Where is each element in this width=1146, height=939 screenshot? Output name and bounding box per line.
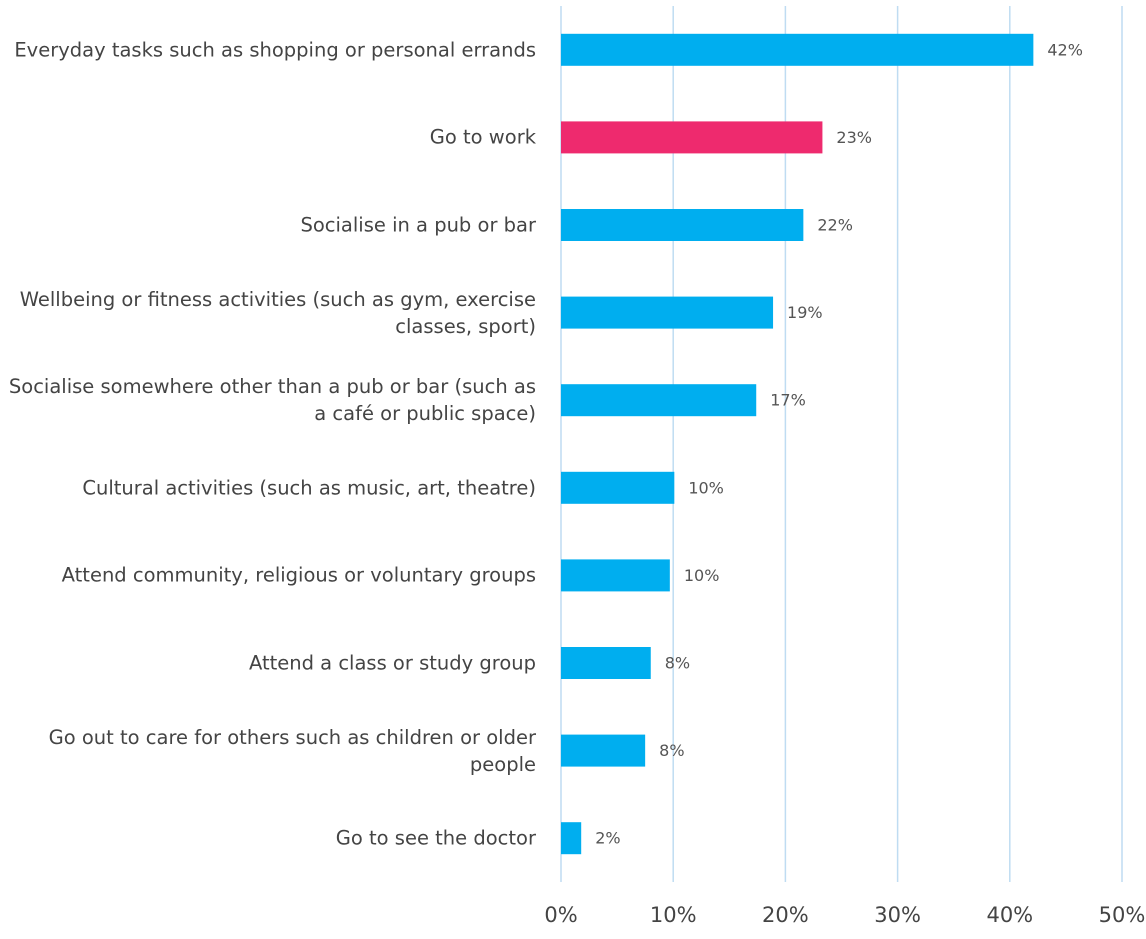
x-tick-label: 20% bbox=[762, 903, 809, 927]
x-tick-label: 10% bbox=[650, 903, 697, 927]
category-label: Socialise in a pub or bar bbox=[300, 213, 536, 237]
x-tick-label: 40% bbox=[986, 903, 1033, 927]
category-label: Go out to care for others such as childr… bbox=[48, 725, 536, 776]
bar bbox=[561, 121, 823, 154]
category-label: Everyday tasks such as shopping or perso… bbox=[14, 38, 536, 62]
category-label: Wellbeing or fitness activities (such as… bbox=[19, 287, 536, 338]
value-label: 17% bbox=[770, 391, 806, 410]
bar bbox=[561, 647, 651, 679]
bar bbox=[561, 822, 582, 855]
value-label: 8% bbox=[659, 741, 684, 760]
value-label: 42% bbox=[1047, 40, 1083, 59]
value-label: 8% bbox=[665, 654, 690, 673]
bar bbox=[561, 209, 804, 241]
bar bbox=[561, 734, 646, 767]
bar bbox=[561, 471, 675, 504]
category-label: Attend community, religious or voluntary… bbox=[61, 563, 536, 587]
value-label: 19% bbox=[787, 303, 823, 322]
x-tick-label: 0% bbox=[544, 903, 577, 927]
value-label: 23% bbox=[836, 128, 872, 147]
category-label: Go to work bbox=[429, 125, 536, 149]
value-label: 10% bbox=[688, 478, 724, 497]
x-tick-label: 50% bbox=[1099, 903, 1146, 927]
category-label: Attend a class or study group bbox=[248, 651, 536, 675]
category-label: Socialise somewhere other than a pub or … bbox=[8, 375, 536, 426]
value-label: 22% bbox=[817, 216, 853, 235]
x-tick-label: 30% bbox=[874, 903, 921, 927]
bar bbox=[561, 559, 670, 592]
bar bbox=[561, 33, 1034, 66]
value-label: 10% bbox=[684, 566, 720, 585]
category-label: Go to see the doctor bbox=[335, 826, 536, 850]
category-label: Cultural activities (such as music, art,… bbox=[82, 476, 536, 500]
bar bbox=[561, 296, 774, 329]
bar bbox=[561, 384, 757, 417]
value-label: 2% bbox=[595, 829, 620, 848]
